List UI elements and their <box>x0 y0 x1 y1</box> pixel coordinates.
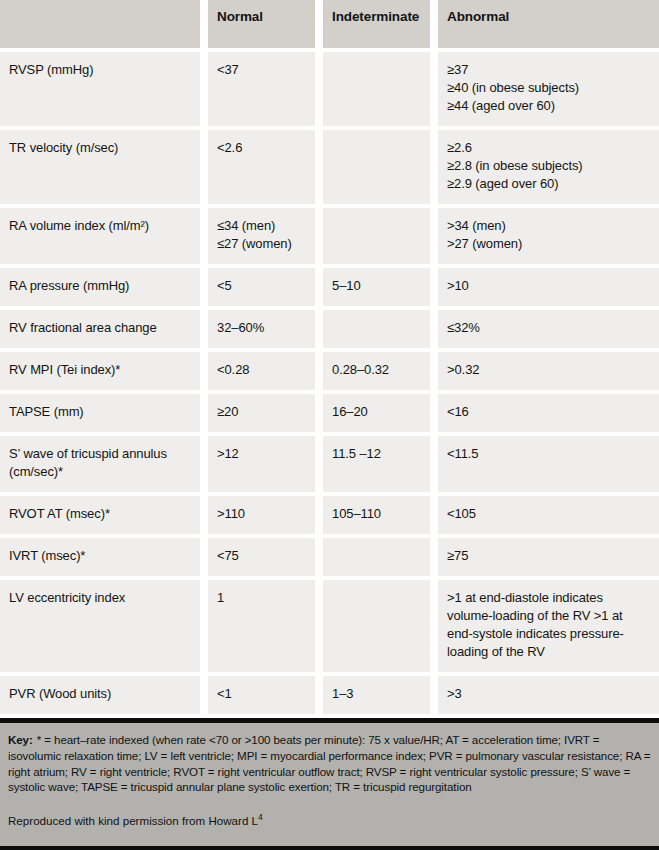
cell-line: 11.5 –12 <box>332 445 421 463</box>
cell-line: ≥75 <box>447 547 650 565</box>
row-label: RVSP (mmHg) <box>0 52 200 126</box>
bottom-edge-bar <box>0 846 659 850</box>
cell-normal: <2.6 <box>208 130 315 204</box>
cell-line: <37 <box>217 61 306 79</box>
cell-indeterminate <box>323 130 430 204</box>
cell-abnormal: >10 <box>438 268 659 306</box>
cell-line: 105–110 <box>332 505 421 523</box>
cell-line: ≤27 (women) <box>217 235 306 253</box>
table-footer: Key:* = heart–rate indexed (when rate <7… <box>0 723 659 846</box>
row-label: RA volume index (ml/m²) <box>0 208 200 264</box>
cell-line: 1 <box>217 589 306 607</box>
cell-indeterminate: 5–10 <box>323 268 430 306</box>
cell-line: <105 <box>447 505 650 523</box>
cell-normal: >12 <box>208 436 315 492</box>
cell-line: <16 <box>447 403 650 421</box>
cell-abnormal: >0.32 <box>438 352 659 390</box>
cell-abnormal: ≥37≥40 (in obese subjects)≥44 (aged over… <box>438 52 659 126</box>
cell-line: ≥2.9 (aged over 60) <box>447 175 650 193</box>
cell-normal: <75 <box>208 538 315 576</box>
key-note: Key:* = heart–rate indexed (when rate <7… <box>8 732 651 795</box>
row-label: TAPSE (mm) <box>0 394 200 432</box>
row-label: LV eccentricity index <box>0 580 200 672</box>
cell-line: <5 <box>217 277 306 295</box>
cell-line: ≥20 <box>217 403 306 421</box>
cell-abnormal: ≥75 <box>438 538 659 576</box>
cell-line: <75 <box>217 547 306 565</box>
row-label: TR velocity (m/sec) <box>0 130 200 204</box>
attribution-note: Reproduced with kind permission from How… <box>8 810 651 828</box>
cell-normal: <37 <box>208 52 315 126</box>
cell-abnormal: >34 (men)>27 (women) <box>438 208 659 264</box>
cell-normal: 1 <box>208 580 315 672</box>
row-label: RA pressure (mmHg) <box>0 268 200 306</box>
cell-normal: ≤34 (men)≤27 (women) <box>208 208 315 264</box>
cell-line: <0.28 <box>217 361 306 379</box>
cell-line: <2.6 <box>217 139 306 157</box>
cell-line: ≤34 (men) <box>217 217 306 235</box>
cell-line: ≤32% <box>447 319 650 337</box>
row-label: RV fractional area change <box>0 310 200 348</box>
cell-line: >1 at end-diastole indicates volume-load… <box>447 589 650 661</box>
cell-abnormal: ≥2.6≥2.8 (in obese subjects)≥2.9 (aged o… <box>438 130 659 204</box>
header-cell-normal: Normal <box>208 0 315 48</box>
cell-line: 1–3 <box>332 685 421 703</box>
header-cell-abnormal: Abnormal <box>438 0 659 48</box>
cell-normal: <5 <box>208 268 315 306</box>
cell-indeterminate: 1–3 <box>323 676 430 714</box>
header-cell-empty <box>0 0 200 48</box>
cell-line: ≥44 (aged over 60) <box>447 97 650 115</box>
cell-line: <1 <box>217 685 306 703</box>
cell-line: ≥40 (in obese subjects) <box>447 79 650 97</box>
cell-line: >0.32 <box>447 361 650 379</box>
cell-line: >27 (women) <box>447 235 650 253</box>
header-cell-indeterminate: Indeterminate <box>323 0 430 48</box>
cell-abnormal: ≤32% <box>438 310 659 348</box>
cell-abnormal: <16 <box>438 394 659 432</box>
cell-normal: 32–60% <box>208 310 315 348</box>
cell-line: >110 <box>217 505 306 523</box>
table-figure: Normal Indeterminate Abnormal RVSP (mmHg… <box>0 0 659 850</box>
cell-normal: <1 <box>208 676 315 714</box>
cell-indeterminate <box>323 538 430 576</box>
cell-indeterminate: 16–20 <box>323 394 430 432</box>
cell-line: >34 (men) <box>447 217 650 235</box>
cell-indeterminate: 105–110 <box>323 496 430 534</box>
row-label: PVR (Wood units) <box>0 676 200 714</box>
cell-abnormal: <105 <box>438 496 659 534</box>
echo-parameters-table: Normal Indeterminate Abnormal RVSP (mmHg… <box>0 0 659 714</box>
cell-indeterminate <box>323 310 430 348</box>
cell-indeterminate: 11.5 –12 <box>323 436 430 492</box>
cell-line: >12 <box>217 445 306 463</box>
cell-line: >3 <box>447 685 650 703</box>
cell-indeterminate: 0.28–0.32 <box>323 352 430 390</box>
cell-line: 16–20 <box>332 403 421 421</box>
row-label: S’ wave of tricuspid annulus (cm/sec)* <box>0 436 200 492</box>
cell-indeterminate <box>323 52 430 126</box>
cell-line: 5–10 <box>332 277 421 295</box>
cell-line: ≥37 <box>447 61 650 79</box>
row-label: IVRT (msec)* <box>0 538 200 576</box>
cell-indeterminate <box>323 208 430 264</box>
attribution-reference-number: 4 <box>258 812 263 822</box>
cell-line: ≥2.8 (in obese subjects) <box>447 157 650 175</box>
cell-abnormal: >3 <box>438 676 659 714</box>
row-label: RV MPI (Tei index)* <box>0 352 200 390</box>
cell-indeterminate <box>323 580 430 672</box>
cell-line: ≥2.6 <box>447 139 650 157</box>
cell-normal: <0.28 <box>208 352 315 390</box>
key-text: * = heart–rate indexed (when rate <70 or… <box>8 733 651 793</box>
row-label: RVOT AT (msec)* <box>0 496 200 534</box>
cell-abnormal: <11.5 <box>438 436 659 492</box>
cell-line: 0.28–0.32 <box>332 361 421 379</box>
cell-line: >10 <box>447 277 650 295</box>
attribution-text: Reproduced with kind permission from How… <box>8 814 258 827</box>
cell-line: <11.5 <box>447 445 650 463</box>
cell-line: 32–60% <box>217 319 306 337</box>
cell-normal: ≥20 <box>208 394 315 432</box>
cell-abnormal: >1 at end-diastole indicates volume-load… <box>438 580 659 672</box>
key-label: Key: <box>8 733 33 746</box>
cell-normal: >110 <box>208 496 315 534</box>
